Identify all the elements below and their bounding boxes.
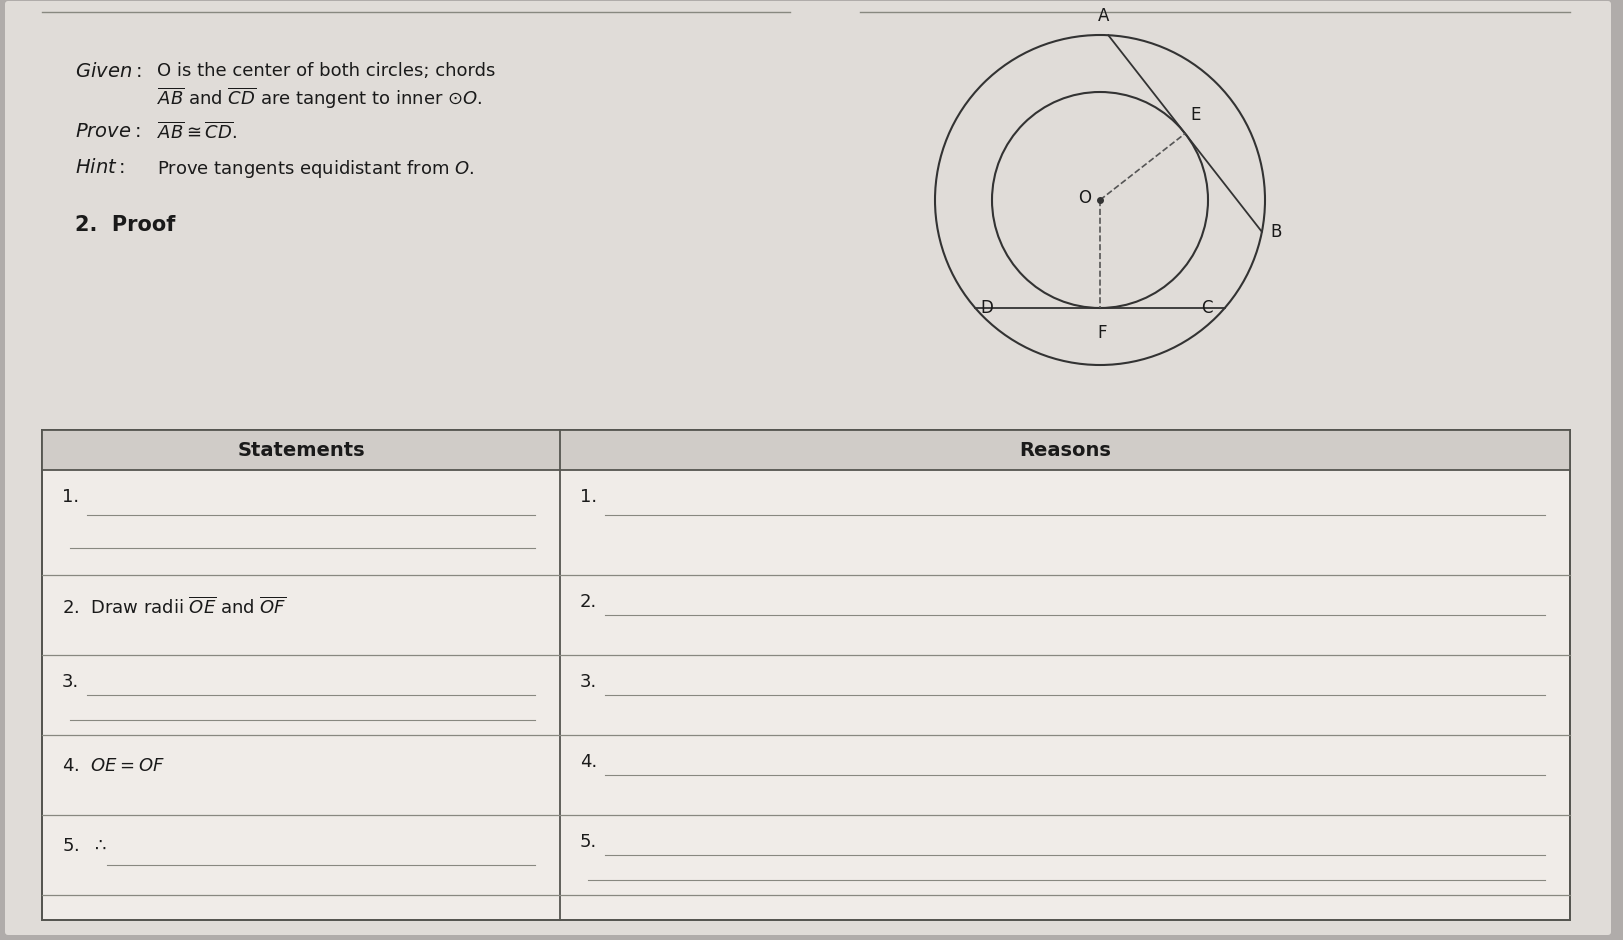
Text: 2.: 2.: [579, 593, 597, 611]
Text: 2.  Draw radii $\overline{OE}$ and $\overline{OF}$: 2. Draw radii $\overline{OE}$ and $\over…: [62, 597, 286, 619]
Text: 3.: 3.: [62, 673, 80, 691]
Text: D: D: [980, 299, 993, 317]
Text: Prove tangents equidistant from $O.$: Prove tangents equidistant from $O.$: [157, 158, 474, 180]
Text: $\mathbf{\mathit{Hint:}}$: $\mathbf{\mathit{Hint:}}$: [75, 158, 125, 177]
Text: E: E: [1190, 105, 1199, 123]
Text: $\overline{AB} \cong \overline{CD}.$: $\overline{AB} \cong \overline{CD}.$: [157, 122, 237, 144]
Text: 2.  Proof: 2. Proof: [75, 215, 175, 235]
Text: 5.  $\therefore$: 5. $\therefore$: [62, 837, 107, 855]
Text: 4.: 4.: [579, 753, 597, 771]
Text: O is the center of both circles; chords: O is the center of both circles; chords: [157, 62, 495, 80]
FancyBboxPatch shape: [5, 1, 1610, 935]
Text: O: O: [1078, 189, 1091, 207]
Text: Statements: Statements: [237, 441, 365, 460]
Text: 4.  $OE = OF$: 4. $OE = OF$: [62, 757, 166, 775]
Text: $\mathbf{\mathit{Given:}}$: $\mathbf{\mathit{Given:}}$: [75, 62, 141, 81]
Text: Reasons: Reasons: [1019, 441, 1110, 460]
Text: 1.: 1.: [579, 488, 597, 506]
Text: B: B: [1269, 223, 1281, 241]
Text: $\overline{AB}$ and $\overline{CD}$ are tangent to inner $\odot O.$: $\overline{AB}$ and $\overline{CD}$ are …: [157, 86, 482, 112]
Bar: [560, 430, 1569, 470]
Text: A: A: [1097, 8, 1109, 25]
Text: C: C: [1201, 299, 1212, 317]
Text: 1.: 1.: [62, 488, 80, 506]
Text: F: F: [1097, 324, 1105, 342]
Text: 5.: 5.: [579, 833, 597, 851]
Text: 3.: 3.: [579, 673, 597, 691]
Bar: [42, 430, 1569, 920]
Text: $\mathbf{\mathit{Prove:}}$: $\mathbf{\mathit{Prove:}}$: [75, 122, 140, 141]
Bar: [42, 430, 560, 470]
